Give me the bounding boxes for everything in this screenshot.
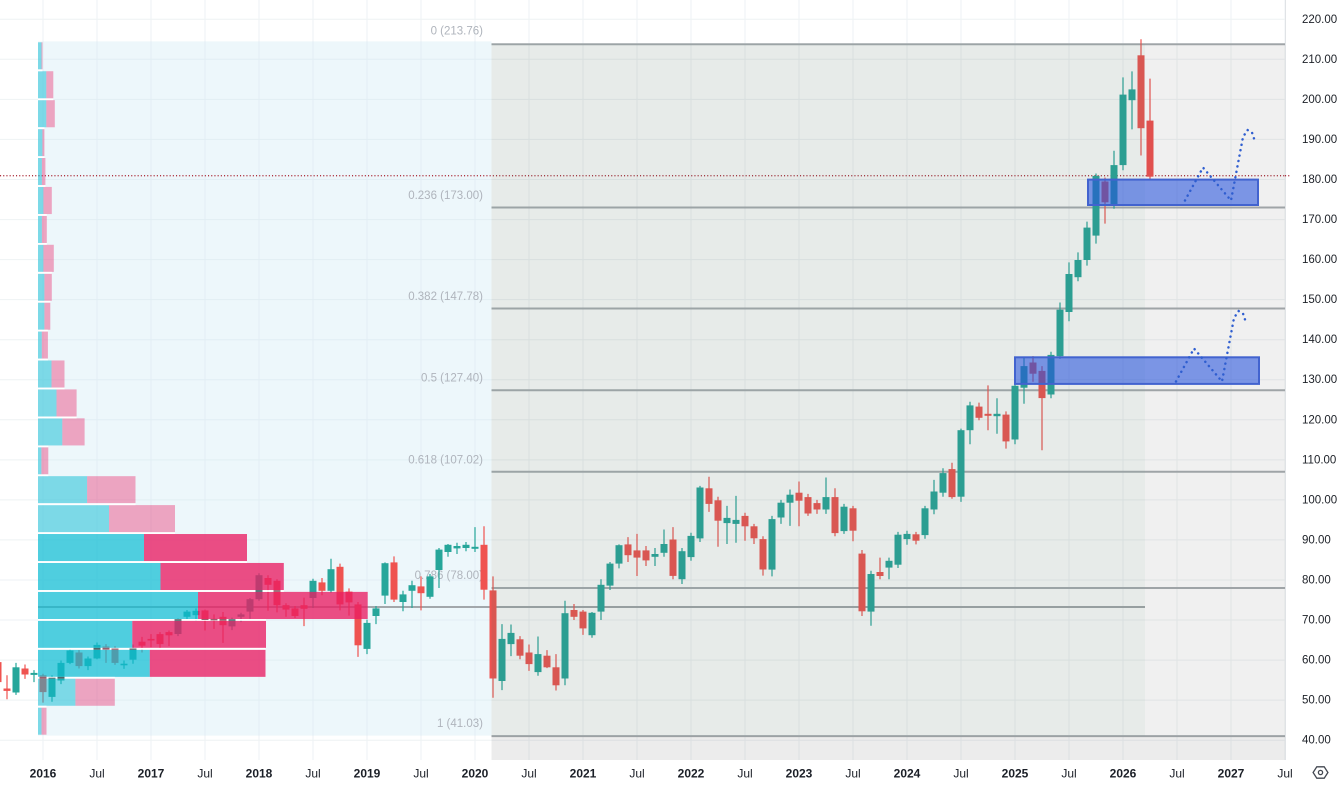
svg-text:2026: 2026 (1110, 767, 1137, 781)
svg-text:Jul: Jul (1277, 767, 1292, 781)
svg-text:160.00: 160.00 (1302, 254, 1337, 266)
svg-text:0.786 (78.00): 0.786 (78.00) (415, 570, 484, 582)
svg-text:1 (41.03): 1 (41.03) (437, 718, 483, 730)
svg-text:Jul: Jul (305, 767, 320, 781)
svg-text:2023: 2023 (786, 767, 813, 781)
svg-text:2027: 2027 (1218, 767, 1245, 781)
svg-text:110.00: 110.00 (1302, 454, 1336, 466)
svg-text:0 (213.76): 0 (213.76) (431, 26, 484, 38)
svg-text:210.00: 210.00 (1302, 54, 1337, 66)
svg-text:70.00: 70.00 (1302, 615, 1331, 627)
svg-text:150.00: 150.00 (1302, 294, 1337, 306)
svg-text:2019: 2019 (354, 767, 381, 781)
svg-text:0.618 (107.02): 0.618 (107.02) (408, 455, 483, 467)
svg-text:2020: 2020 (462, 767, 489, 781)
svg-text:Jul: Jul (629, 767, 644, 781)
svg-text:Jul: Jul (737, 767, 752, 781)
svg-text:2018: 2018 (246, 767, 273, 781)
svg-text:2017: 2017 (138, 767, 165, 781)
svg-text:140.00: 140.00 (1302, 334, 1337, 346)
svg-text:190.00: 190.00 (1302, 134, 1337, 146)
svg-text:0.236 (173.00): 0.236 (173.00) (408, 190, 483, 202)
svg-text:170.00: 170.00 (1302, 214, 1337, 226)
svg-text:2016: 2016 (30, 767, 57, 781)
svg-text:60.00: 60.00 (1302, 655, 1331, 667)
svg-text:Jul: Jul (953, 767, 968, 781)
svg-text:Jul: Jul (413, 767, 428, 781)
svg-text:50.00: 50.00 (1302, 695, 1331, 707)
svg-text:Jul: Jul (521, 767, 536, 781)
svg-text:120.00: 120.00 (1302, 414, 1337, 426)
svg-text:80.00: 80.00 (1302, 575, 1331, 587)
svg-text:130.00: 130.00 (1302, 374, 1337, 386)
svg-text:0.382 (147.78): 0.382 (147.78) (408, 291, 483, 303)
svg-text:2021: 2021 (570, 767, 597, 781)
svg-text:Jul: Jul (845, 767, 860, 781)
svg-text:40.00: 40.00 (1302, 735, 1331, 747)
svg-text:0.5 (127.40): 0.5 (127.40) (421, 373, 483, 385)
svg-text:2024: 2024 (894, 767, 921, 781)
svg-text:180.00: 180.00 (1302, 174, 1337, 186)
svg-text:2022: 2022 (678, 767, 705, 781)
svg-text:Jul: Jul (89, 767, 104, 781)
svg-text:100.00: 100.00 (1302, 494, 1337, 506)
svg-text:Jul: Jul (1169, 767, 1184, 781)
svg-text:220.00: 220.00 (1302, 14, 1337, 26)
svg-text:Jul: Jul (1061, 767, 1076, 781)
svg-text:2025: 2025 (1002, 767, 1029, 781)
svg-text:Jul: Jul (197, 767, 212, 781)
svg-text:200.00: 200.00 (1302, 94, 1337, 106)
svg-text:90.00: 90.00 (1302, 534, 1331, 546)
